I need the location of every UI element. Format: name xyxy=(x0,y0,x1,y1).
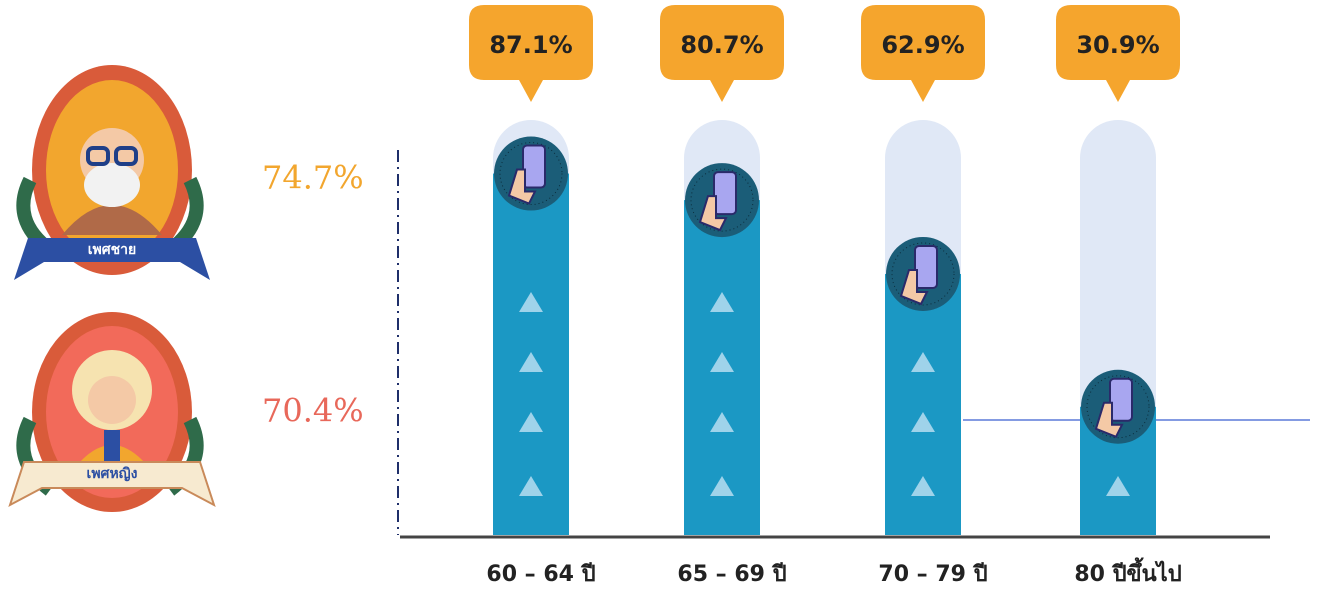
value-label: 30.9% xyxy=(1076,31,1159,59)
bar-arrow xyxy=(911,476,935,496)
phone xyxy=(914,244,938,289)
phone-badge-ring xyxy=(690,168,754,232)
phone-badge-ring xyxy=(1086,375,1150,439)
callout xyxy=(1056,5,1180,102)
bar-arrow xyxy=(710,476,734,496)
value-label: 87.1% xyxy=(489,31,572,59)
bar-arrow xyxy=(710,292,734,312)
callout xyxy=(861,5,985,102)
x-tick-label: 80 ปีขึ้นไป xyxy=(1074,557,1181,587)
value-label: 80.7% xyxy=(680,31,763,59)
bar-arrow xyxy=(519,412,543,432)
bar-arrow xyxy=(519,352,543,372)
male-label: เพศชาย xyxy=(88,242,136,258)
x-tick-label: 60 – 64 ปี xyxy=(486,562,595,587)
hand xyxy=(698,195,728,232)
female-label: เพศหญิง xyxy=(87,466,138,482)
bar-arrow xyxy=(710,412,734,432)
hand xyxy=(1094,401,1124,439)
callout xyxy=(660,5,784,102)
female-portrait xyxy=(8,312,216,512)
bar-arrow xyxy=(911,412,935,432)
callout xyxy=(469,5,593,102)
x-tick-label: 65 – 69 ปี xyxy=(677,562,786,587)
female-value: 70.4% xyxy=(262,392,364,430)
bar-arrow xyxy=(1106,476,1130,496)
male-portrait xyxy=(14,65,210,280)
phone xyxy=(1109,377,1133,422)
phone-badge-ring xyxy=(891,242,955,306)
phone-badge-ring xyxy=(499,142,563,206)
hand xyxy=(899,268,929,306)
x-tick-label: 70 – 79 ปี xyxy=(878,562,987,587)
bar-arrow xyxy=(519,292,543,312)
value-label: 62.9% xyxy=(881,31,964,59)
bar-arrow xyxy=(710,352,734,372)
bar-arrow xyxy=(911,352,935,372)
bar-arrow xyxy=(519,476,543,496)
phone xyxy=(522,144,546,189)
phone xyxy=(713,171,737,216)
hand xyxy=(507,168,537,205)
male-value: 74.7% xyxy=(262,159,364,197)
